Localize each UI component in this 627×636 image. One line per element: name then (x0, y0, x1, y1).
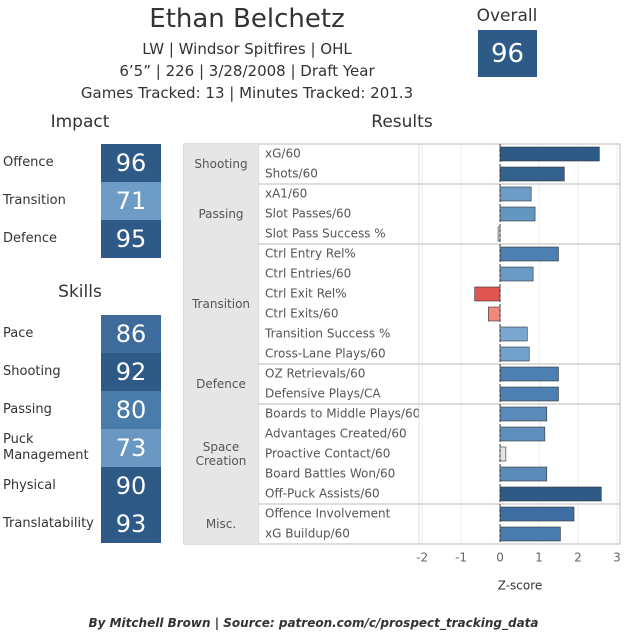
score-label: Offence (3, 155, 54, 170)
group-label: Space Creation (184, 404, 258, 504)
metric-label: OZ Retrievals/60 (265, 367, 365, 381)
bar (499, 206, 536, 222)
metric-label: Advantages Created/60 (265, 427, 407, 441)
x-tick-label: 2 (574, 551, 582, 565)
player-name: Ethan Belchetz (149, 4, 345, 34)
section-title: Impact (50, 112, 110, 132)
bar (499, 266, 534, 282)
bar (499, 246, 559, 262)
group-label: Defence (184, 364, 258, 404)
bar (499, 386, 559, 402)
info-line: Games Tracked: 13 | Minutes Tracked: 201… (80, 84, 414, 102)
overall-label: Overall (476, 6, 538, 26)
score-label: Puck Management (3, 432, 89, 463)
bar (499, 366, 559, 382)
score-label: Defence (3, 231, 57, 246)
score-value: 95 (101, 220, 161, 258)
metric-label: Offence Involvement (265, 507, 391, 521)
score-value: 92 (101, 353, 161, 391)
bar (499, 346, 530, 362)
bar (499, 486, 602, 502)
score-label: Physical (3, 478, 56, 493)
score-value: 96 (101, 144, 161, 182)
metric-label: Off-Puck Assists/60 (265, 487, 380, 501)
bar (499, 506, 575, 522)
metric-label: Ctrl Entries/60 (265, 267, 351, 281)
bar (499, 186, 532, 202)
info-line: LW | Windsor Spitfires | OHL (142, 40, 352, 58)
metric-label: Proactive Contact/60 (265, 447, 390, 461)
metric-label: Transition Success % (264, 327, 390, 341)
score-value: 71 (101, 182, 161, 220)
score-label: Transition (3, 193, 66, 208)
metric-label: Ctrl Entry Rel% (265, 247, 356, 261)
info-line: 6’5” | 226 | 3/28/2008 | Draft Year (119, 62, 375, 80)
bar (499, 146, 600, 162)
metric-label: xA1/60 (265, 187, 307, 201)
score-value: 73 (101, 429, 161, 467)
bar (499, 426, 546, 442)
metric-label: Slot Passes/60 (265, 207, 351, 221)
credit: By Mitchell Brown | Source: patreon.com/… (88, 616, 539, 630)
score-label: Translatability (3, 516, 94, 531)
bar (474, 286, 501, 302)
group-label: Misc. (184, 504, 258, 544)
section-title: Skills (58, 282, 102, 302)
metric-label: xG Buildup/60 (265, 527, 350, 541)
overall-value: 96 (478, 30, 537, 77)
bar (488, 306, 501, 322)
bar (499, 446, 507, 462)
score-value: 86 (101, 315, 161, 353)
score-value: 80 (101, 391, 161, 429)
metric-label: xG/60 (265, 147, 301, 161)
metric-label: Ctrl Exit Rel% (265, 287, 347, 301)
x-tick-label: 3 (613, 551, 621, 565)
x-tick-label: 1 (535, 551, 543, 565)
score-label: Shooting (3, 364, 61, 379)
bar (499, 526, 561, 542)
chart-title: Results (371, 112, 433, 132)
x-tick-label: 0 (496, 551, 504, 565)
metric-label: Defensive Plays/CA (265, 387, 381, 401)
metric-label: Boards to Middle Plays/60 (265, 407, 420, 421)
group-label: Passing (184, 184, 258, 244)
x-axis-title: Z-score (498, 579, 543, 593)
metric-label: Board Battles Won/60 (265, 467, 395, 481)
x-tick-label: -1 (455, 551, 467, 565)
x-tick-label: -2 (416, 551, 428, 565)
group-label: Shooting (184, 144, 258, 184)
metric-label: Ctrl Exits/60 (265, 307, 338, 321)
score-label: Passing (3, 402, 52, 417)
score-value: 90 (101, 467, 161, 505)
score-label: Pace (3, 326, 34, 341)
group-label: Transition (184, 244, 258, 364)
bar (499, 166, 565, 182)
bar (499, 466, 548, 482)
bar (499, 326, 528, 342)
metric-label: Slot Pass Success % (265, 227, 386, 241)
bar (499, 406, 548, 422)
score-value: 93 (101, 505, 161, 543)
metric-label: Shots/60 (265, 167, 318, 181)
metric-label: Cross-Lane Plays/60 (265, 347, 386, 361)
